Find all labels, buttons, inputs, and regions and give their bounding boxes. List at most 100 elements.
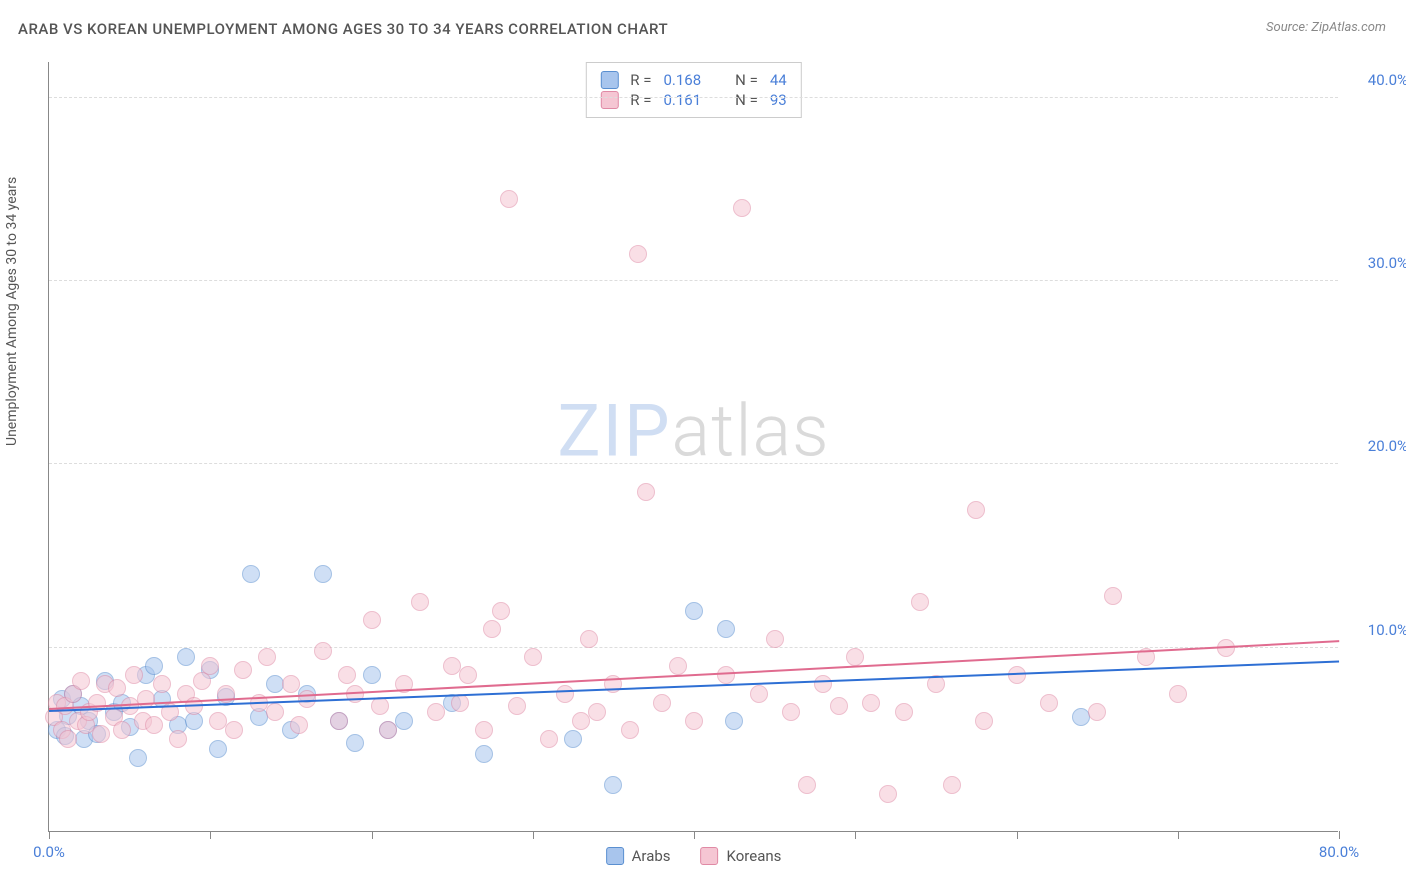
gridline-horizontal xyxy=(49,280,1338,281)
scatter-point xyxy=(258,648,276,666)
scatter-point xyxy=(911,593,929,611)
scatter-point xyxy=(782,703,800,721)
scatter-point xyxy=(363,666,381,684)
scatter-point xyxy=(637,483,655,501)
stats-n-value: 44 xyxy=(770,71,787,89)
scatter-point xyxy=(556,685,574,703)
scatter-point xyxy=(282,675,300,693)
stats-r-label: R = xyxy=(630,91,651,109)
watermark-atlas: atlas xyxy=(672,389,830,474)
scatter-point xyxy=(830,697,848,715)
scatter-point xyxy=(125,666,143,684)
x-tick xyxy=(1017,831,1018,839)
x-tick xyxy=(210,831,211,839)
scatter-point xyxy=(483,620,501,638)
stats-row: R = 0.168 N = 44 xyxy=(600,71,786,89)
scatter-point xyxy=(395,712,413,730)
x-tick xyxy=(1339,831,1340,839)
scatter-point xyxy=(588,703,606,721)
scatter-point xyxy=(330,712,348,730)
scatter-point xyxy=(685,602,703,620)
scatter-point xyxy=(108,679,126,697)
scatter-point xyxy=(524,648,542,666)
scatter-point xyxy=(169,730,187,748)
stats-swatch xyxy=(600,71,618,89)
legend-item: Arabs xyxy=(606,847,671,865)
stats-n-label: N = xyxy=(735,91,758,109)
stats-row: R = 0.161 N = 93 xyxy=(600,91,786,109)
scatter-point xyxy=(59,730,77,748)
scatter-point xyxy=(475,745,493,763)
x-tick xyxy=(1178,831,1179,839)
x-tick-label: 0.0% xyxy=(33,843,65,861)
scatter-point xyxy=(459,666,477,684)
scatter-point xyxy=(604,776,622,794)
scatter-point xyxy=(209,740,227,758)
legend-swatch xyxy=(701,847,719,865)
legend-label: Koreans xyxy=(727,847,782,865)
stats-n-value: 93 xyxy=(770,91,787,109)
y-tick-label: 40.0% xyxy=(1368,71,1406,89)
scatter-point xyxy=(975,712,993,730)
scatter-point xyxy=(798,776,816,794)
y-tick-label: 30.0% xyxy=(1368,254,1406,272)
scatter-point xyxy=(379,721,397,739)
scatter-point xyxy=(653,694,671,712)
scatter-point xyxy=(717,620,735,638)
legend-swatch xyxy=(606,847,624,865)
stats-swatch xyxy=(600,91,618,109)
scatter-point xyxy=(879,785,897,803)
scatter-point xyxy=(314,642,332,660)
scatter-point xyxy=(371,697,389,715)
scatter-point xyxy=(895,703,913,721)
scatter-point xyxy=(72,672,90,690)
scatter-point xyxy=(266,703,284,721)
scatter-point xyxy=(145,657,163,675)
scatter-point xyxy=(766,630,784,648)
x-tick xyxy=(372,831,373,839)
scatter-point xyxy=(145,716,163,734)
scatter-point xyxy=(717,666,735,684)
scatter-point xyxy=(475,721,493,739)
x-tick xyxy=(694,831,695,839)
legend-label: Arabs xyxy=(632,847,671,865)
scatter-point xyxy=(129,749,147,767)
scatter-point xyxy=(113,721,131,739)
stats-r-value: 0.168 xyxy=(663,71,701,89)
scatter-point xyxy=(733,199,751,217)
x-tick xyxy=(855,831,856,839)
scatter-point xyxy=(508,697,526,715)
scatter-point xyxy=(338,666,356,684)
scatter-point xyxy=(209,712,227,730)
scatter-point xyxy=(153,675,171,693)
scatter-point xyxy=(1169,685,1187,703)
scatter-point xyxy=(943,776,961,794)
scatter-point xyxy=(500,190,518,208)
stats-n-label: N = xyxy=(735,71,758,89)
scatter-point xyxy=(580,630,598,648)
scatter-point xyxy=(290,716,308,734)
y-axis-label: Unemployment Among Ages 30 to 34 years xyxy=(4,177,20,446)
legend-item: Koreans xyxy=(701,847,782,865)
scatter-point xyxy=(225,721,243,739)
scatter-point xyxy=(346,734,364,752)
scatter-point xyxy=(363,611,381,629)
scatter-point xyxy=(862,694,880,712)
source-attribution: Source: ZipAtlas.com xyxy=(1266,20,1386,35)
watermark: ZIPatlas xyxy=(557,389,829,474)
scatter-point xyxy=(201,657,219,675)
stats-r-label: R = xyxy=(630,71,651,89)
scatter-point xyxy=(621,721,639,739)
scatter-point xyxy=(629,245,647,263)
watermark-zip: ZIP xyxy=(557,389,671,474)
scatter-point xyxy=(685,712,703,730)
x-tick-label: 80.0% xyxy=(1319,843,1359,861)
scatter-point xyxy=(967,501,985,519)
stats-r-value: 0.161 xyxy=(663,91,701,109)
scatter-point xyxy=(564,730,582,748)
scatter-point xyxy=(846,648,864,666)
scatter-point xyxy=(669,657,687,675)
scatter-point xyxy=(492,602,510,620)
scatter-point xyxy=(314,565,332,583)
scatter-point xyxy=(540,730,558,748)
